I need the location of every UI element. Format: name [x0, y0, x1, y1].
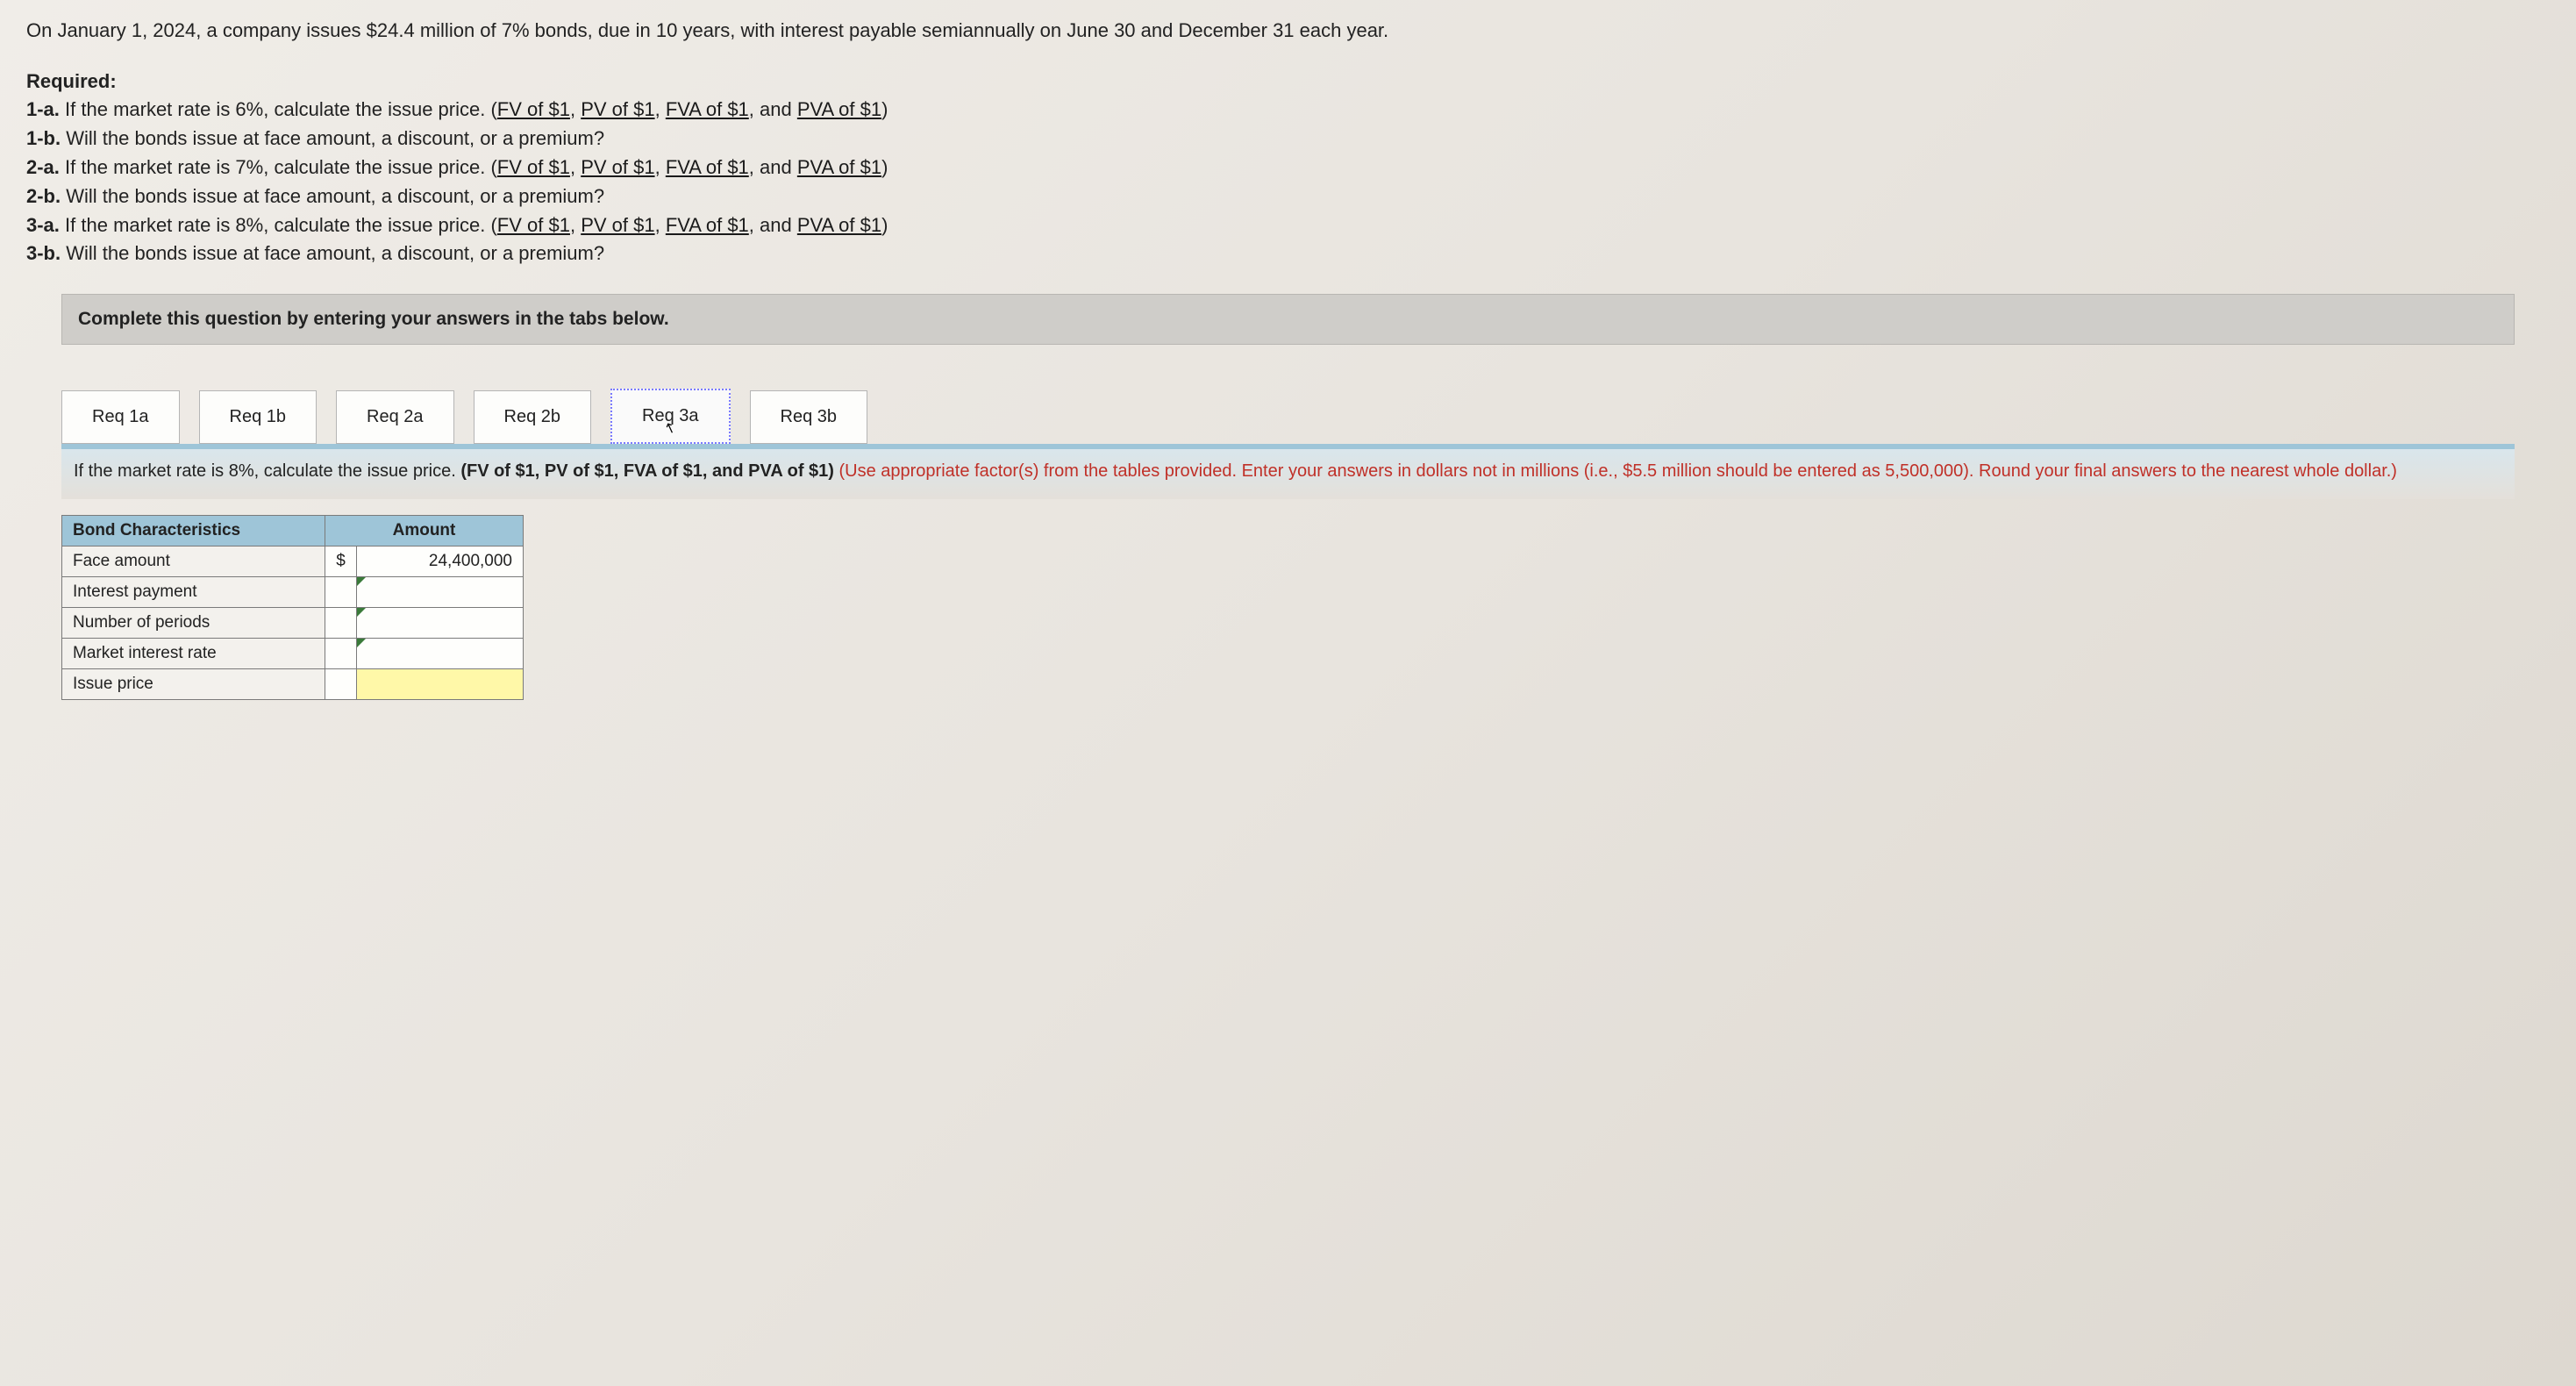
required-item-num: 3-b.: [26, 242, 66, 264]
tab-content-panel: If the market rate is 8%, calculate the …: [61, 444, 2515, 499]
row-label: Face amount: [62, 547, 325, 577]
required-item-num: 1-a.: [26, 98, 65, 120]
required-heading: Required:: [26, 68, 2550, 96]
factor-link[interactable]: PV of $1: [581, 214, 654, 236]
cursor-icon: ↖: [662, 418, 679, 439]
factor-link[interactable]: FV of $1: [497, 156, 570, 178]
instruction-bar: Complete this question by entering your …: [61, 294, 2515, 345]
tab-req1b[interactable]: Req 1b: [199, 390, 318, 444]
factor-link[interactable]: FVA of $1: [666, 156, 749, 178]
row-label: Market interest rate: [62, 639, 325, 669]
table-row: Face amount$24,400,000: [62, 547, 524, 577]
panel-text-prefix: If the market rate is 8%, calculate the …: [74, 461, 460, 481]
factor-link[interactable]: PVA of $1: [797, 214, 881, 236]
table-header-amount: Amount: [325, 516, 524, 547]
panel-text-note: (Use appropriate factor(s) from the tabl…: [834, 461, 2397, 481]
required-item: 2-a. If the market rate is 7%, calculate…: [26, 154, 2550, 182]
row-amount-input[interactable]: [357, 577, 524, 608]
table-header-characteristics: Bond Characteristics: [62, 516, 325, 547]
required-item: 1-b. Will the bonds issue at face amount…: [26, 125, 2550, 153]
factor-link[interactable]: FVA of $1: [666, 98, 749, 120]
table-row: Interest payment: [62, 577, 524, 608]
row-dollar: [325, 608, 357, 639]
required-item-num: 1-b.: [26, 127, 66, 149]
factor-link[interactable]: PV of $1: [581, 98, 654, 120]
row-label: Number of periods: [62, 608, 325, 639]
factor-link[interactable]: PV of $1: [581, 156, 654, 178]
bond-table-wrap: Bond Characteristics Amount Face amount$…: [61, 515, 2515, 700]
row-amount-input[interactable]: 24,400,000: [357, 547, 524, 577]
required-item-num: 3-a.: [26, 214, 65, 236]
edit-indicator-icon: [357, 577, 366, 586]
table-row: Issue price: [62, 669, 524, 700]
edit-indicator-icon: [357, 608, 366, 617]
row-amount-input[interactable]: [357, 669, 524, 700]
required-item-num: 2-a.: [26, 156, 65, 178]
edit-indicator-icon: [357, 639, 366, 647]
required-item-num: 2-b.: [26, 185, 66, 207]
factor-link[interactable]: PVA of $1: [797, 98, 881, 120]
required-item: 2-b. Will the bonds issue at face amount…: [26, 183, 2550, 211]
required-block: Required: 1-a. If the market rate is 6%,…: [26, 68, 2550, 268]
tab-req2b[interactable]: Req 2b: [474, 390, 592, 444]
row-amount-input[interactable]: [357, 639, 524, 669]
row-dollar: [325, 639, 357, 669]
row-dollar: [325, 577, 357, 608]
tab-req3b[interactable]: Req 3b: [750, 390, 868, 444]
tab-req3a[interactable]: Req 3a↖: [610, 389, 731, 444]
factor-link[interactable]: FVA of $1: [666, 214, 749, 236]
required-item: 3-a. If the market rate is 8%, calculate…: [26, 212, 2550, 239]
row-label: Issue price: [62, 669, 325, 700]
bond-table: Bond Characteristics Amount Face amount$…: [61, 515, 524, 700]
row-dollar: $: [325, 547, 357, 577]
tab-req2a[interactable]: Req 2a: [336, 390, 454, 444]
row-dollar: [325, 669, 357, 700]
factor-link[interactable]: FV of $1: [497, 214, 570, 236]
required-item: 3-b. Will the bonds issue at face amount…: [26, 240, 2550, 268]
intro-text: On January 1, 2024, a company issues $24…: [26, 18, 2482, 44]
table-row: Market interest rate: [62, 639, 524, 669]
panel-text-bold: (FV of $1, PV of $1, FVA of $1, and PVA …: [460, 461, 834, 481]
row-label: Interest payment: [62, 577, 325, 608]
table-row: Number of periods: [62, 608, 524, 639]
factor-link[interactable]: FV of $1: [497, 98, 570, 120]
tabs-row: Req 1a Req 1b Req 2a Req 2b Req 3a↖ Req 3b: [61, 389, 2515, 444]
required-item: 1-a. If the market rate is 6%, calculate…: [26, 96, 2550, 124]
row-amount-input[interactable]: [357, 608, 524, 639]
factor-link[interactable]: PVA of $1: [797, 156, 881, 178]
tab-req1a[interactable]: Req 1a: [61, 390, 180, 444]
